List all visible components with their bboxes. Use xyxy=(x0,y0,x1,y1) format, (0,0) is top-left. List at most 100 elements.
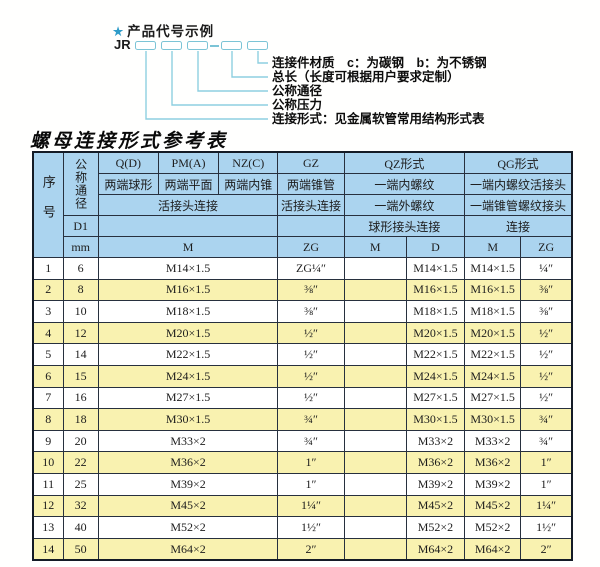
cell-seq: 7 xyxy=(32,386,64,410)
table-row: 3 10 M18×1.5 ⅜″ M18×1.5 M18×1.5 ⅜″ xyxy=(32,300,573,323)
cell-dn: 16 xyxy=(62,386,99,410)
header-empty-gz xyxy=(277,215,345,237)
header-conn-qz: 一端外螺纹 xyxy=(343,194,466,216)
cell-zg: ½″ xyxy=(277,343,345,366)
cell-qg_m: M27×1.5 xyxy=(464,386,522,410)
table-row: 4 12 M20×1.5 ½″ M20×1.5 M20×1.5 ½″ xyxy=(32,321,573,345)
cell-zg: 1″ xyxy=(277,451,345,474)
cell-qg_zg: 1″ xyxy=(520,451,573,474)
cell-qg_m: M64×2 xyxy=(464,537,522,561)
header-unit-m: M xyxy=(97,236,279,258)
cell-zg: 1″ xyxy=(277,472,345,496)
cell-qz_m xyxy=(343,386,407,410)
cell-qg_m: M22×1.5 xyxy=(464,343,522,366)
cell-qz_d: M18×1.5 xyxy=(405,300,466,323)
header-form-qd: Q(D) xyxy=(97,151,159,174)
header-form-gz: GZ xyxy=(277,151,345,174)
table-row: 9 20 M33×2 ¾″ M33×2 M33×2 ¾″ xyxy=(32,429,573,453)
cell-qz_d: M45×2 xyxy=(405,494,466,518)
cell-zg: ¾″ xyxy=(277,429,345,453)
cell-qz_m xyxy=(343,278,407,302)
code-box-2 xyxy=(161,41,182,50)
cell-qz_d: M39×2 xyxy=(405,472,466,496)
cell-m: M16×1.5 xyxy=(97,278,279,302)
cell-qg_zg: 1″ xyxy=(520,472,573,496)
cell-qz_d: M16×1.5 xyxy=(405,278,466,302)
label-nominal-diameter: 公称通径 xyxy=(272,84,323,98)
table-row: 10 22 M36×2 1″ M36×2 M36×2 1″ xyxy=(32,451,573,474)
cell-zg: 1½″ xyxy=(277,516,345,539)
cell-seq: 2 xyxy=(32,278,64,302)
cell-qg_m: M52×2 xyxy=(464,516,522,539)
table-row: 5 14 M22×1.5 ½″ M22×1.5 M22×1.5 ½″ xyxy=(32,343,573,366)
cell-seq: 4 xyxy=(32,321,64,345)
cell-qg_zg: 1¼″ xyxy=(520,494,573,518)
cell-seq: 5 xyxy=(32,343,64,366)
table-row: 12 32 M45×2 1¼″ M45×2 M45×2 1¼″ xyxy=(32,494,573,518)
cell-qz_d: M24×1.5 xyxy=(405,364,466,388)
header-form-qg: QG形式 xyxy=(464,151,573,174)
header-desc-qz: 一端内螺纹 xyxy=(343,173,466,195)
cell-qz_m xyxy=(343,494,407,518)
cell-qg_zg: 2″ xyxy=(520,537,573,561)
cell-qg_m: M20×1.5 xyxy=(464,321,522,345)
product-code-example-label: 产品代号示例 xyxy=(127,24,215,39)
cell-seq: 9 xyxy=(32,429,64,453)
cell-dn: 40 xyxy=(62,516,99,539)
table-row: 8 18 M30×1.5 ¾″ M30×1.5 M30×1.5 ¾″ xyxy=(32,408,573,431)
cell-qg_m: M14×1.5 xyxy=(464,257,522,280)
cell-qz_m xyxy=(343,537,407,561)
cell-qg_zg: ½″ xyxy=(520,343,573,366)
cell-qg_zg: ½″ xyxy=(520,321,573,345)
cell-qg_zg: ½″ xyxy=(520,364,573,388)
header-unit-qg-zg: ZG xyxy=(520,236,573,258)
cell-dn: 25 xyxy=(62,472,99,496)
cell-qz_m xyxy=(343,516,407,539)
cell-m: M24×1.5 xyxy=(97,364,279,388)
product-code-example-title: ★ 产品代号示例 xyxy=(112,20,214,40)
cell-m: M30×1.5 xyxy=(97,408,279,431)
cell-m: M18×1.5 xyxy=(97,300,279,323)
code-dash xyxy=(210,45,219,47)
cell-seq: 8 xyxy=(32,408,64,431)
cell-m: M14×1.5 xyxy=(97,257,279,280)
cell-qz_m xyxy=(343,472,407,496)
nut-connection-table: 序号 公称通径 Q(D) PM(A) NZ(C) GZ QZ形式 QG形式 两端… xyxy=(32,151,573,562)
cell-zg: ½″ xyxy=(277,364,345,388)
cell-m: M33×2 xyxy=(97,429,279,453)
cell-seq: 10 xyxy=(32,451,64,474)
cell-zg: ⅜″ xyxy=(277,278,345,302)
cell-qz_d: M27×1.5 xyxy=(405,386,466,410)
cell-qg_m: M24×1.5 xyxy=(464,364,522,388)
cell-qz_m xyxy=(343,257,407,280)
table-title: 螺母连接形式参考表 xyxy=(30,131,229,152)
table-row: 7 16 M27×1.5 ½″ M27×1.5 M27×1.5 ½″ xyxy=(32,386,573,410)
header-desc-qg: 一端内螺纹活接头 xyxy=(464,173,573,195)
cell-seq: 14 xyxy=(32,537,64,561)
header-unit-zg: ZG xyxy=(277,236,345,258)
table-header: 序号 公称通径 Q(D) PM(A) NZ(C) GZ QZ形式 QG形式 两端… xyxy=(32,151,573,258)
cell-m: M36×2 xyxy=(97,451,279,474)
cell-qz_d: M20×1.5 xyxy=(405,321,466,345)
cell-zg: ½″ xyxy=(277,321,345,345)
table-row: 1 6 M14×1.5 ZG¼″ M14×1.5 M14×1.5 ¼″ xyxy=(32,257,573,280)
header-desc-nzc: 两端内锥 xyxy=(218,173,279,195)
cell-qz_m xyxy=(343,429,407,453)
code-box-1 xyxy=(135,41,156,50)
cell-qg_m: M45×2 xyxy=(464,494,522,518)
cell-dn: 20 xyxy=(62,429,99,453)
cell-dn: 10 xyxy=(62,300,99,323)
header-mm: mm xyxy=(62,236,99,258)
cell-qg_m: M16×1.5 xyxy=(464,278,522,302)
cell-seq: 6 xyxy=(32,364,64,388)
label-connection-form: 连接形式：见金属软管常用结构形式表 xyxy=(272,112,485,126)
cell-qz_d: M64×2 xyxy=(405,537,466,561)
cell-qg_m: M36×2 xyxy=(464,451,522,474)
cell-qg_zg: 1½″ xyxy=(520,516,573,539)
cell-zg: ZG¼″ xyxy=(277,257,345,280)
cell-qg_zg: ½″ xyxy=(520,386,573,410)
header-conn-gz: 活接头连接 xyxy=(277,194,345,216)
cell-qg_m: M39×2 xyxy=(464,472,522,496)
cell-qg_zg: ⅜″ xyxy=(520,278,573,302)
